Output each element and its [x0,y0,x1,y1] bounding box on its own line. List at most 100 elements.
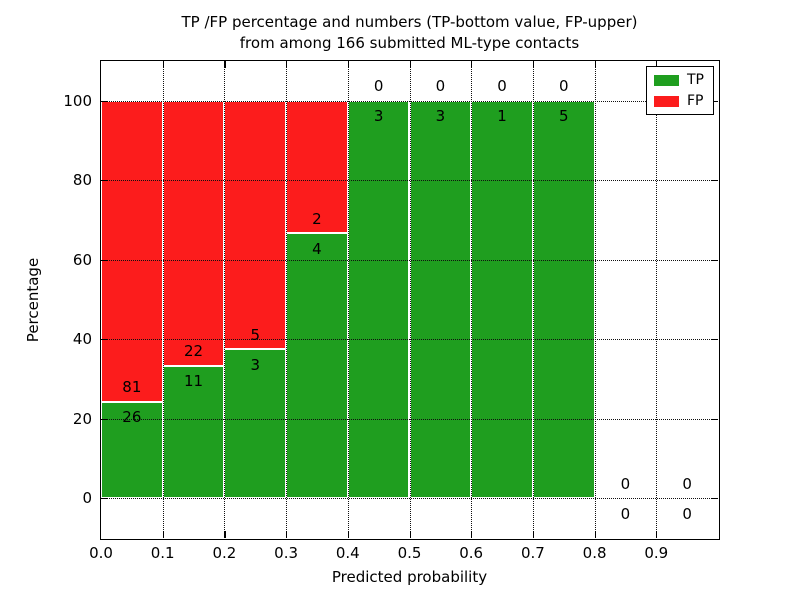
x-tick-mark-top [532,61,535,68]
tp-count-annotation: 3 [250,355,261,374]
y-tick-mark [101,498,108,500]
y-tick-mark [101,180,108,182]
fp-count-annotation: 0 [682,474,692,493]
tp-legend-swatch [654,74,679,86]
fp-count-annotation: 2 [312,209,322,228]
fp-bar-segment [162,100,225,366]
vertical-gridline [656,61,658,538]
fp-count-annotation: 0 [435,77,446,96]
y-tick-label: 80 [72,171,92,190]
tp-count-annotation: 1 [497,107,507,126]
fp-count-annotation: 0 [497,77,507,96]
fp-count-annotation: 81 [122,378,142,397]
x-tick-mark-top [594,61,596,68]
fp-count-annotation: 5 [250,325,261,344]
y-tick-label: 60 [72,250,92,269]
x-tick-mark [286,531,288,538]
x-tick-label: 0.5 [397,544,422,562]
tp-count-annotation: 3 [435,107,446,126]
tp-bar-segment [347,100,410,499]
fp-bar-segment [224,100,287,350]
tp-bar-segment [471,100,533,499]
tp-count-annotation: 4 [312,239,322,258]
legend-label: TP [687,72,704,88]
legend-item: FP [654,94,706,108]
y-tick-mark [101,339,108,341]
tp-count-annotation: 0 [682,504,692,523]
y-tick-mark [101,259,108,261]
y-tick-label: 40 [72,330,92,349]
vertical-gridline [532,61,534,538]
x-tick-mark [224,531,226,538]
x-tick-label: 0.1 [150,544,175,562]
tp-bar-segment [286,233,348,499]
fp-count-annotation: 0 [558,77,569,96]
y-tick-mark-right [711,498,718,500]
tp-bar-segment [532,100,595,499]
legend-item: TP [654,73,706,87]
horizontal-gridline [101,339,718,341]
horizontal-gridline [101,180,718,182]
tp-count-annotation: 3 [373,107,384,126]
horizontal-gridline [101,259,718,261]
y-tick-mark [101,100,108,102]
x-axis-label: Predicted probability [331,568,488,586]
horizontal-gridline [101,418,718,420]
vertical-gridline [594,61,596,538]
vertical-gridline [471,61,473,538]
fp-legend-swatch [654,95,679,107]
vertical-gridline [286,61,288,538]
tp-count-annotation: 5 [558,107,569,126]
x-tick-mark [162,531,164,538]
x-tick-label: 0.4 [335,544,360,562]
fp-count-annotation: 0 [373,77,384,96]
legend-label: FP [687,93,704,109]
x-tick-label: 0.0 [89,544,113,562]
x-tick-label: 0.7 [520,544,545,562]
y-tick-label: 20 [72,409,92,428]
y-tick-mark [101,418,108,420]
vertical-gridline [347,61,349,538]
x-tick-mark-top [471,61,473,68]
x-tick-mark [532,531,535,538]
y-tick-mark-right [711,180,718,182]
tp-count-annotation: 0 [620,504,631,523]
vertical-gridline [409,61,411,538]
x-tick-mark [594,531,596,538]
x-tick-mark-top [347,61,349,68]
x-tick-mark [409,531,411,538]
x-tick-label: 0.2 [212,544,237,562]
fp-count-annotation: 22 [184,342,204,361]
fp-bar-segment [101,100,163,402]
x-tick-mark-top [656,61,658,68]
y-tick-mark-right [711,259,718,261]
chart-title: TP /FP percentage and numbers (TP-bottom… [101,12,718,54]
y-tick-mark-right [711,418,718,420]
y-tick-mark-right [711,339,718,341]
tp-bar-segment [101,401,163,499]
horizontal-gridline [101,100,718,102]
tp-count-annotation: 26 [122,408,142,427]
x-tick-mark [656,531,658,538]
vertical-gridline [162,61,164,538]
legend: TP FP [646,66,714,115]
x-tick-mark-top [409,61,411,68]
chart-title-line2: from among 166 submitted ML-type contact… [239,34,580,52]
y-tick-mark-right [711,100,718,102]
chart-title-line1: TP /FP percentage and numbers (TP-bottom… [181,13,638,31]
tp-bar-segment [409,100,472,499]
fp-count-annotation: 0 [620,474,631,493]
x-tick-mark [347,531,349,538]
x-tick-label: 0.8 [582,544,607,562]
horizontal-gridline [101,498,718,500]
y-tick-label: 100 [63,91,92,110]
vertical-gridline [224,61,226,538]
x-tick-mark-top [224,61,226,68]
x-tick-label: 0.3 [274,544,299,562]
x-tick-mark-top [286,61,288,68]
x-tick-mark-top [162,61,164,68]
plot-area: 81 26 22 11 5 3 2 4 0 3 0 3 0 1 0 5 0 0 0 0 [99,59,720,540]
y-tick-label: 0 [82,489,92,508]
x-tick-mark [471,531,473,538]
